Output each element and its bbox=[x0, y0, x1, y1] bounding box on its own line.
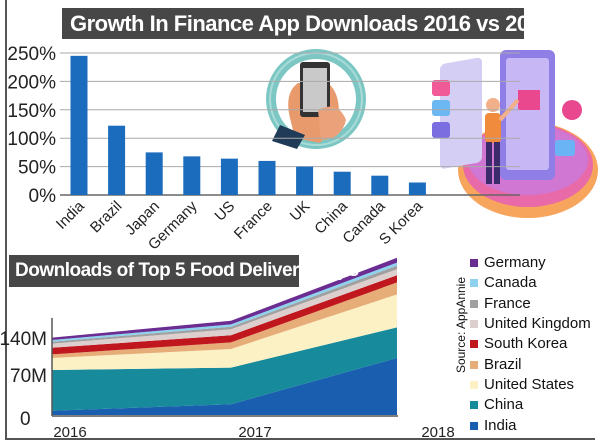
x-tick-label: 2018 bbox=[421, 424, 454, 441]
y-tick-label: 70M bbox=[10, 366, 47, 387]
x-tick-label: US bbox=[211, 198, 238, 225]
mobile-apps-person-illustration bbox=[432, 50, 598, 218]
legend-swatch bbox=[470, 279, 478, 288]
bar-china bbox=[333, 171, 351, 195]
legend-swatch bbox=[470, 360, 478, 369]
frame-border bbox=[5, 0, 595, 440]
y-tick-label: 150% bbox=[7, 101, 56, 122]
area-china bbox=[52, 327, 397, 411]
y-tick-label: 200% bbox=[7, 72, 56, 93]
area-united-kingdom bbox=[52, 269, 397, 348]
x-tick-label: 2016 bbox=[53, 424, 86, 441]
legend-swatch bbox=[470, 299, 478, 308]
legend-label: Germany bbox=[484, 254, 546, 272]
legend-swatch bbox=[470, 401, 478, 410]
legend-item: Brazil bbox=[470, 354, 591, 374]
bar-us bbox=[220, 158, 238, 195]
phone-in-hand-illustration bbox=[266, 49, 366, 149]
y-tick-label: 0 bbox=[20, 409, 31, 430]
x-tick-label: India bbox=[53, 197, 88, 232]
bar-germany bbox=[183, 156, 201, 195]
bar-chart-title: Growth In Finance App Downloads 2016 vs … bbox=[62, 8, 553, 39]
legend-item: United States bbox=[470, 375, 591, 395]
bar-brazil bbox=[108, 125, 126, 195]
legend-item: Germany bbox=[470, 253, 591, 273]
legend-label: United States bbox=[484, 375, 575, 393]
legend-swatch bbox=[470, 259, 478, 268]
legend-swatch bbox=[470, 421, 478, 430]
area-canada bbox=[52, 262, 397, 342]
legend-item: Canada bbox=[470, 273, 591, 293]
bar-canada bbox=[371, 175, 389, 195]
bar-france bbox=[258, 160, 276, 195]
source-note: Source: AppAnnie bbox=[454, 276, 468, 374]
legend-item: France bbox=[470, 294, 591, 314]
legend-label: India bbox=[484, 416, 517, 434]
legend-item: United Kingdom bbox=[470, 314, 591, 334]
legend-label: China bbox=[484, 396, 524, 414]
area-germany bbox=[52, 257, 397, 340]
x-tick-label: UK bbox=[287, 198, 314, 225]
bar-japan bbox=[145, 152, 163, 195]
y-tick-label: 50% bbox=[18, 158, 56, 179]
legend-label: France bbox=[484, 294, 531, 312]
y-tick-label: 140M bbox=[0, 329, 47, 350]
area-legend: Germany Canada France United Kingdom South K… bbox=[470, 253, 591, 436]
legend-swatch bbox=[470, 380, 478, 389]
y-tick-label: 250% bbox=[7, 44, 56, 65]
area-south-korea bbox=[52, 275, 397, 355]
x-tick-label: Brazil bbox=[87, 198, 126, 237]
legend-label: South Korea bbox=[484, 335, 568, 353]
x-tick-label: 2017 bbox=[238, 424, 271, 441]
legend-label: United Kingdom bbox=[484, 315, 591, 333]
area-india bbox=[52, 358, 397, 415]
legend-item: South Korea bbox=[470, 334, 591, 354]
area-brazil bbox=[52, 282, 397, 358]
bar-s-korea bbox=[408, 182, 426, 195]
bar-india bbox=[70, 55, 88, 196]
area-united-states bbox=[52, 294, 397, 370]
y-tick-label: 100% bbox=[7, 129, 56, 150]
legend-item: China bbox=[470, 395, 591, 415]
legend-label: Canada bbox=[484, 274, 537, 292]
legend-swatch bbox=[470, 340, 478, 349]
legend-swatch bbox=[470, 320, 478, 329]
x-tick-label: France bbox=[231, 198, 276, 243]
area-france bbox=[52, 265, 397, 344]
legend-item: India bbox=[470, 415, 591, 435]
y-tick-label: 0% bbox=[29, 186, 57, 207]
bar-uk bbox=[296, 166, 314, 195]
legend-label: Brazil bbox=[484, 355, 522, 373]
area-chart-title: Downloads of Top 5 Food Delivery Apps bbox=[9, 255, 359, 287]
